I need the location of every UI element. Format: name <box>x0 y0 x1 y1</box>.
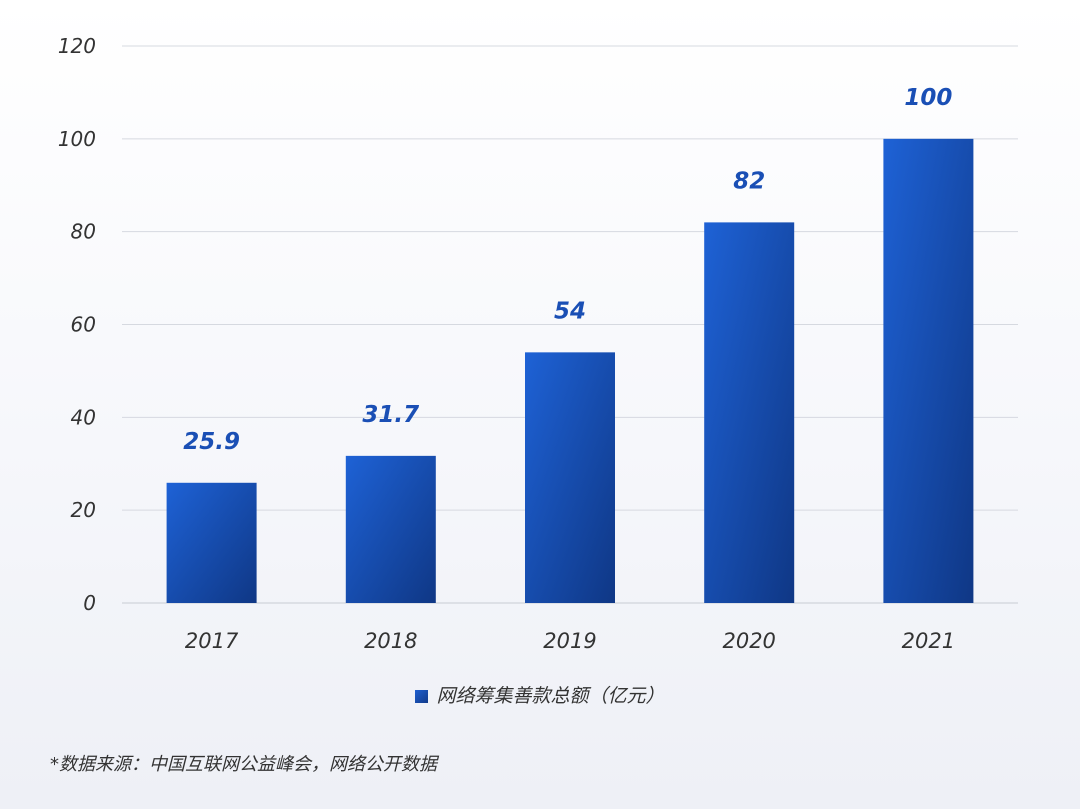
x-tick-label: 2019 <box>543 629 596 653</box>
legend-label: 网络筹集善款总额（亿元） <box>436 685 665 707</box>
y-tick-label: 80 <box>71 220 96 244</box>
legend-swatch <box>415 690 429 703</box>
bar-2021 <box>883 138 974 604</box>
data-label-2018: 31.7 <box>362 402 419 428</box>
source-note: *数据来源：中国互联网公益峰会，网络公开数据 <box>50 754 437 775</box>
data-labels: 25.9 31.7 54 82 100 <box>183 85 952 455</box>
x-tick-label: 2017 <box>185 629 239 653</box>
data-label-2017: 25.9 <box>183 429 240 455</box>
y-tick-label: 40 <box>71 405 96 429</box>
y-axis-ticks: 0 20 40 60 80 100 120 <box>58 34 96 615</box>
bars <box>166 138 974 604</box>
x-axis-ticks: 2017 2018 2019 2020 2021 <box>185 629 955 653</box>
bar-2020 <box>704 222 795 603</box>
bar-2018 <box>345 455 436 603</box>
chart-legend: 网络筹集善款总额（亿元） <box>0 681 1080 708</box>
y-tick-label: 20 <box>71 498 96 522</box>
y-tick-label: 0 <box>83 591 96 615</box>
data-label-2020: 82 <box>733 168 765 194</box>
x-tick-label: 2018 <box>364 629 417 653</box>
y-tick-label: 120 <box>58 34 96 58</box>
y-tick-label: 100 <box>58 127 96 151</box>
data-label-2021: 100 <box>904 85 952 111</box>
data-label-2019: 54 <box>554 298 586 324</box>
x-tick-label: 2021 <box>902 629 955 653</box>
x-tick-label: 2020 <box>722 629 775 653</box>
y-tick-label: 60 <box>71 313 96 337</box>
bar-2019 <box>525 352 615 603</box>
bar-2017 <box>166 482 257 603</box>
